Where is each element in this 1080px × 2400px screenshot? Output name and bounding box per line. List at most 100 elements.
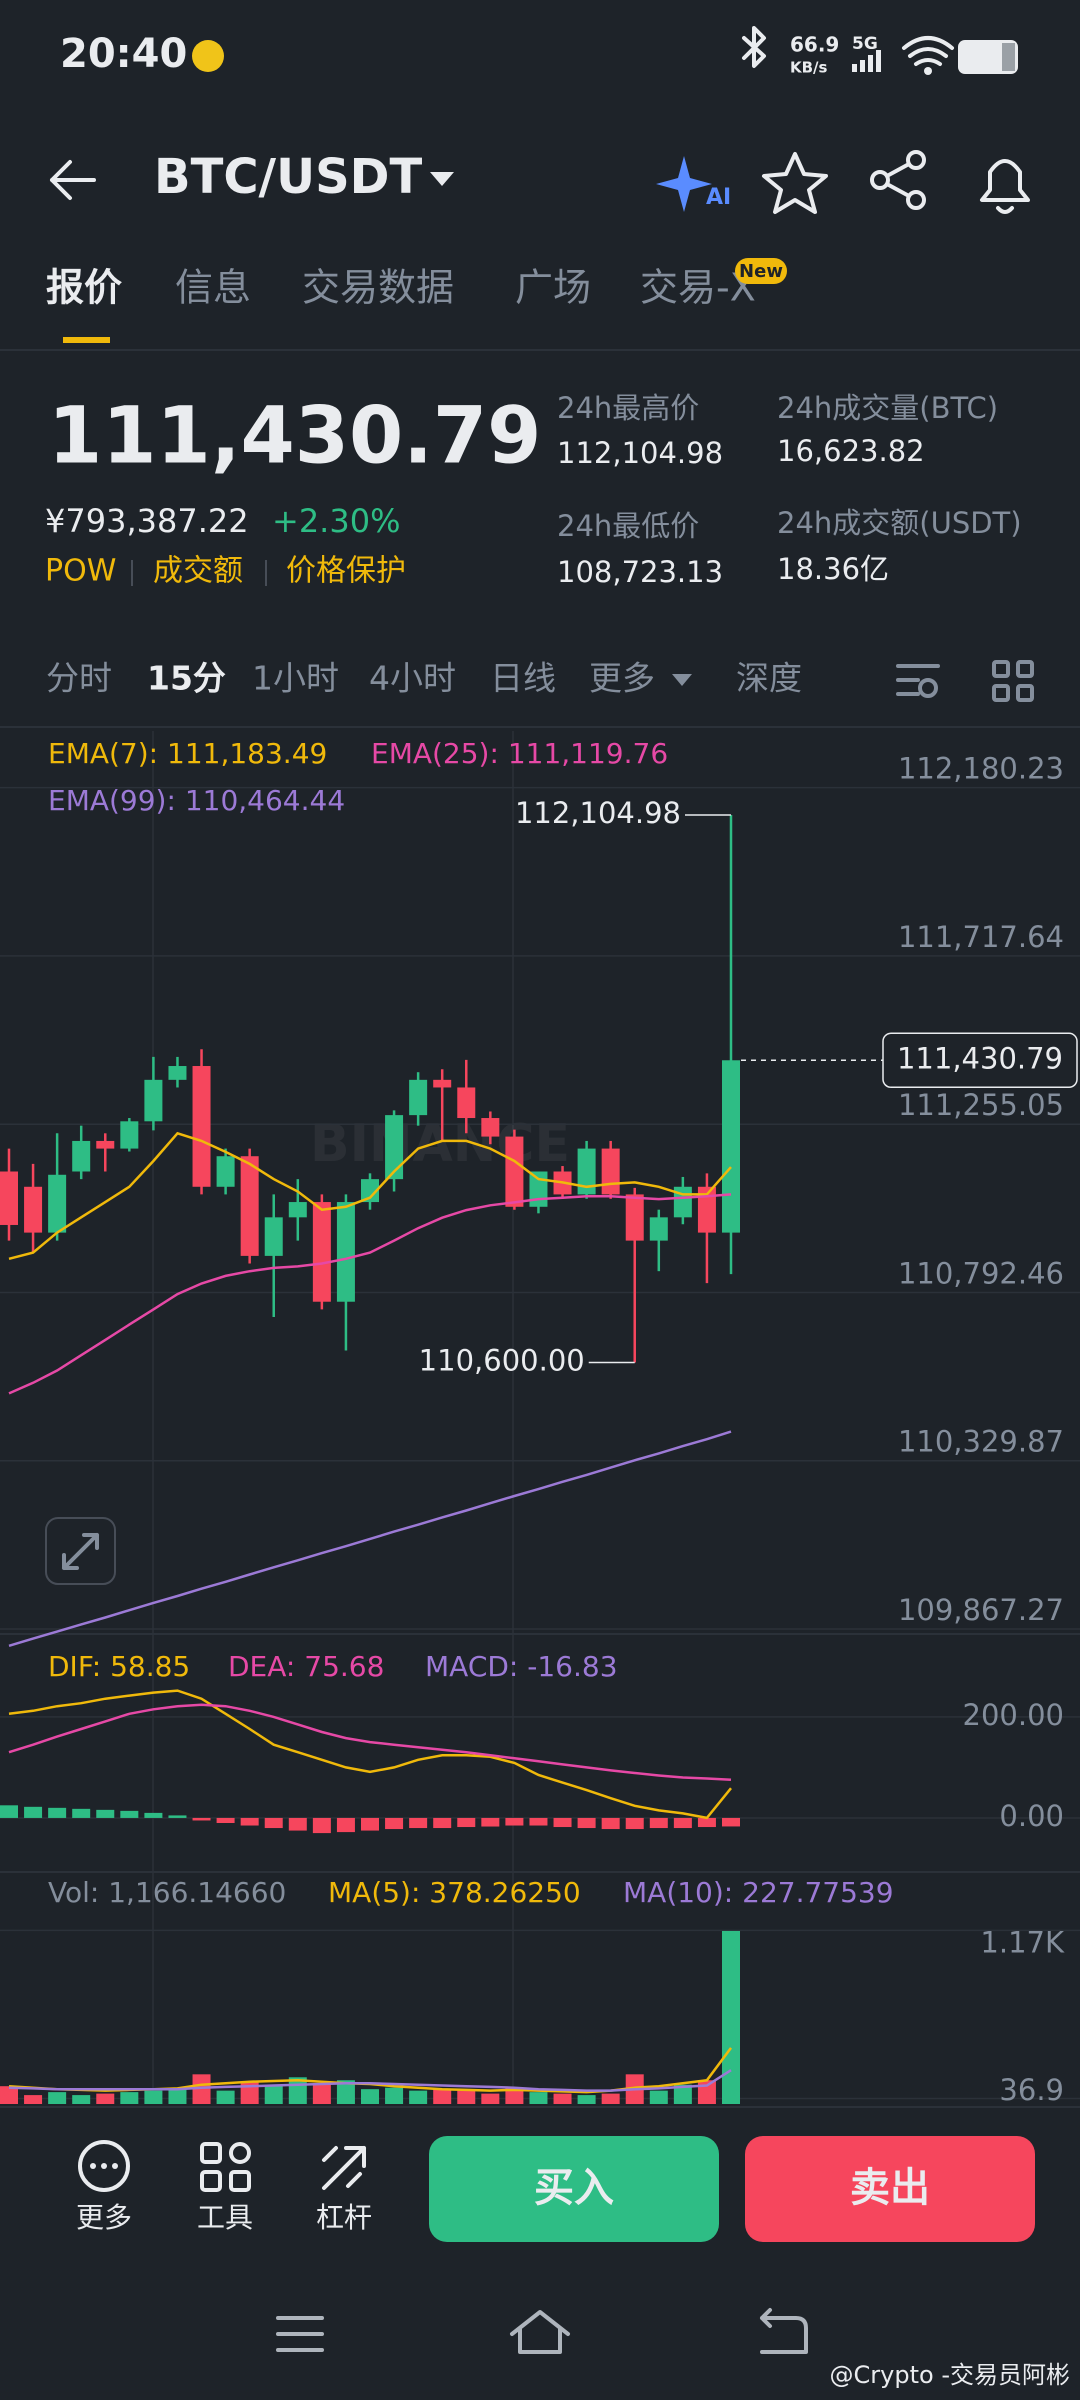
last-price: 111,430.79 — [48, 391, 541, 481]
tools-icon[interactable] — [200, 2142, 251, 2192]
stat-label: 24h最高价 — [557, 391, 699, 425]
more-dropdown[interactable] — [672, 674, 692, 686]
sell-button[interactable] — [745, 2136, 1035, 2242]
volume-bar — [385, 2087, 404, 2104]
more-icon[interactable] — [78, 2140, 130, 2192]
candle-body — [0, 1171, 18, 1225]
pair-title[interactable]: BTC/USDT — [154, 149, 422, 205]
macd-bar — [673, 1817, 692, 1829]
macd-line — [8, 1689, 732, 1820]
legend-entry: Vol: 1,166.14660 — [48, 1876, 286, 1909]
candle-body — [577, 1148, 596, 1195]
candle-body — [505, 1136, 524, 1207]
macd-bar — [433, 1817, 452, 1829]
legend-entry: EMA(25): 111,119.76 — [371, 737, 668, 770]
tab[interactable]: 报价 — [46, 266, 122, 310]
nav-home[interactable] — [510, 2310, 570, 2354]
candle-body — [72, 1140, 91, 1172]
macd-bar — [216, 1817, 235, 1823]
interval[interactable]: 1小时 — [252, 659, 339, 698]
interval[interactable]: 更多 — [589, 659, 655, 698]
sell-label[interactable]: 卖出 — [850, 2165, 930, 2211]
legend-entry: DEA: 75.68 — [228, 1650, 384, 1683]
volume-ma-line — [8, 2069, 732, 2092]
macd-bar — [529, 1817, 548, 1826]
candle-body — [144, 1079, 163, 1122]
volume-bar — [553, 2093, 572, 2104]
y-tick-label: 200.00 — [963, 1698, 1064, 1732]
action-label[interactable]: 更多 — [76, 2201, 132, 2234]
battery-empty — [1002, 43, 1015, 71]
volume-bar — [312, 2084, 331, 2104]
back-button[interactable] — [50, 160, 96, 200]
volume-bar — [697, 2080, 716, 2104]
interval[interactable]: 15分 — [147, 659, 226, 698]
tab[interactable]: 信息 — [175, 266, 251, 310]
action-label[interactable]: 工具 — [197, 2201, 253, 2234]
volume-bar — [96, 2093, 115, 2104]
macd-bar — [264, 1817, 283, 1829]
candle-body — [192, 1066, 211, 1187]
new-badge: New — [739, 261, 783, 282]
volume-bar — [722, 1930, 740, 2104]
macd-bar — [192, 1817, 211, 1821]
pair-dropdown[interactable] — [430, 172, 454, 186]
interval[interactable]: 日线 — [490, 659, 556, 698]
candle-body — [722, 1060, 740, 1233]
share-button[interactable] — [870, 150, 926, 210]
candle-body — [457, 1087, 476, 1119]
candle-body — [48, 1174, 67, 1233]
buy-label[interactable]: 买入 — [534, 2165, 614, 2211]
macd-bar — [312, 1817, 331, 1834]
alert-button[interactable] — [980, 159, 1030, 214]
candle-body — [288, 1202, 307, 1218]
interval[interactable]: 深度 — [736, 659, 802, 698]
volume-bar — [361, 2089, 379, 2104]
ai-sparkle[interactable] — [656, 156, 712, 212]
y-tick-label: 111,255.05 — [898, 1088, 1064, 1122]
stat-value: 108,723.13 — [557, 555, 723, 589]
new-badge-bg — [735, 258, 787, 284]
ema-line — [8, 1131, 732, 1261]
stat-label: 24h成交量(BTC) — [777, 391, 998, 425]
candle-body — [240, 1156, 259, 1256]
buy-button[interactable] — [429, 2136, 719, 2242]
action-label[interactable]: 杠杆 — [316, 2201, 372, 2234]
tag[interactable]: POW — [45, 554, 116, 589]
interval[interactable]: 4小时 — [369, 659, 456, 698]
layout-button[interactable] — [992, 660, 1034, 702]
watermark: BINANCE — [310, 1114, 570, 1174]
ema-line — [8, 1430, 732, 1647]
tab[interactable]: 交易数据 — [302, 266, 454, 310]
leverage-icon[interactable] — [322, 2146, 366, 2190]
tab[interactable]: 广场 — [515, 266, 591, 310]
tag[interactable]: 成交额 — [153, 554, 243, 589]
legend-entry: DIF: 58.85 — [48, 1650, 190, 1683]
macd-bar — [120, 1810, 139, 1818]
volume-bar — [192, 2074, 211, 2104]
last-price-label: 111,430.79 — [897, 1041, 1063, 1075]
macd-bar — [697, 1817, 716, 1828]
tag[interactable]: 价格保护 — [286, 554, 406, 589]
macd-bar — [505, 1817, 524, 1826]
macd-bar — [481, 1817, 500, 1827]
indicator-settings[interactable] — [896, 664, 940, 698]
y-tick-label: 111,717.64 — [898, 920, 1064, 954]
macd-bar — [722, 1817, 740, 1827]
legend-entry: EMA(99): 110,464.44 — [48, 784, 345, 817]
macd-bar — [361, 1817, 379, 1831]
stat-value: 112,104.98 — [557, 436, 723, 470]
favorite-button[interactable] — [762, 152, 828, 214]
expand-button[interactable] — [45, 1517, 116, 1585]
nav-menu[interactable] — [276, 2316, 324, 2352]
macd-bar — [96, 1809, 115, 1818]
macd-bar — [649, 1817, 668, 1829]
macd-bar — [72, 1808, 91, 1818]
volume-bar — [433, 2089, 452, 2104]
interval[interactable]: 分时 — [46, 659, 112, 698]
y-tick-label: 110,792.46 — [898, 1256, 1064, 1290]
nav-back[interactable] — [760, 2308, 808, 2354]
net-speed: 66.9 — [790, 33, 839, 57]
y-tick-label: 0.00 — [999, 1799, 1064, 1833]
